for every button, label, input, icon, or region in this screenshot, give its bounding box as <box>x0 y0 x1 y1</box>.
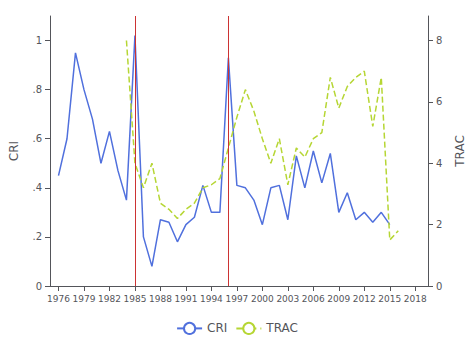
svg-text:8: 8 <box>436 35 442 46</box>
svg-text:2000: 2000 <box>251 294 274 304</box>
svg-text:2006: 2006 <box>302 294 325 304</box>
svg-text:2003: 2003 <box>276 294 299 304</box>
svg-text:1997: 1997 <box>225 294 248 304</box>
svg-text:1979: 1979 <box>73 294 96 304</box>
svg-text:6: 6 <box>436 96 442 107</box>
svg-text:4: 4 <box>436 158 442 169</box>
svg-text:.6: .6 <box>32 133 42 144</box>
svg-text:1982: 1982 <box>98 294 121 304</box>
svg-text:2018: 2018 <box>404 294 427 304</box>
svg-text:.2: .2 <box>32 231 42 242</box>
svg-text:2009: 2009 <box>327 294 350 304</box>
svg-text:CRI: CRI <box>7 141 21 161</box>
svg-text:0: 0 <box>436 281 442 292</box>
svg-text:1976: 1976 <box>47 294 70 304</box>
svg-text:2012: 2012 <box>353 294 376 304</box>
svg-text:1985: 1985 <box>123 294 146 304</box>
svg-text:CRI: CRI <box>207 321 227 335</box>
svg-text:1: 1 <box>36 35 42 46</box>
svg-text:2: 2 <box>436 219 442 230</box>
svg-text:1994: 1994 <box>200 294 223 304</box>
svg-text:TRAC: TRAC <box>453 135 467 168</box>
svg-text:TRAC: TRAC <box>265 321 298 335</box>
svg-text:2015: 2015 <box>378 294 401 304</box>
svg-text:0: 0 <box>36 281 42 292</box>
svg-text:1988: 1988 <box>149 294 172 304</box>
svg-text:1991: 1991 <box>174 294 197 304</box>
svg-text:.8: .8 <box>32 84 42 95</box>
svg-text:.4: .4 <box>32 182 42 193</box>
